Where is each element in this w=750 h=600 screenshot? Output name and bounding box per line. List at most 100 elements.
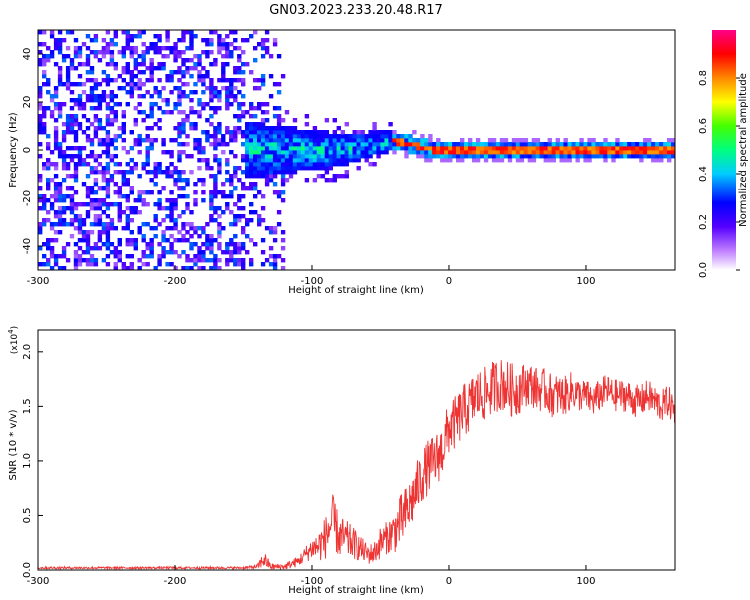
heatmap-cell [249,238,254,243]
heatmap-cell [101,230,107,235]
heatmap-cell [133,118,138,123]
heatmap-cell [89,206,95,211]
heatmap-cell [205,222,210,227]
heatmap-cell [420,154,425,159]
heatmap-cell [105,30,111,35]
heatmap-cell [225,106,230,111]
heatmap-cell [241,154,246,159]
heatmap-cell [300,158,306,163]
heatmap-cell [53,90,59,95]
heatmap-cell [229,178,234,183]
heatmap-cell [109,110,115,115]
heatmap-cell [49,226,55,231]
heatmap-cell [440,142,445,147]
heatmap-cell [249,106,254,111]
heatmap-cell [225,62,230,67]
heatmap-cell [209,258,214,263]
heatmap-cell [217,98,222,103]
heatmap-cell [491,146,497,151]
heatmap-cell [129,146,134,151]
heatmap-cell [169,202,174,207]
heatmap-cell [85,258,91,263]
heatmap-cell [352,134,357,139]
heatmap-cell [571,150,576,155]
heatmap-y-tick-label: 0 [22,147,33,153]
heatmap-cell [205,134,210,139]
heatmap-cell [253,78,258,83]
heatmap-cell [336,138,341,143]
heatmap-cell [38,86,43,91]
heatmap-cell [487,138,493,143]
heatmap-cell [260,142,266,147]
heatmap-cell [340,138,345,143]
heatmap-cell [671,154,676,159]
heatmap-cell [253,158,258,163]
heatmap-cell [428,158,433,163]
heatmap-cell [97,82,103,87]
heatmap-cell [340,134,345,139]
heatmap-cell [308,130,314,135]
heatmap-cell [316,154,322,159]
heatmap-cell [193,142,198,147]
heatmap-cell [109,250,115,255]
heatmap-cell [241,230,246,235]
heatmap-cell [479,146,485,151]
heatmap-cell [177,238,182,243]
heatmap-cell [85,134,91,139]
heatmap-cell [280,138,286,143]
heatmap-cell [197,102,202,107]
heatmap-cell [149,66,154,71]
heatmap-cell [659,158,664,163]
heatmap-cell [663,154,668,159]
heatmap-cell [65,222,71,227]
heatmap-cell [328,138,333,143]
heatmap-cell [340,162,345,167]
heatmap-cell [376,142,381,147]
heatmap-cell [213,58,218,63]
heatmap-cell [105,238,111,243]
heatmap-cell [181,50,186,55]
heatmap-cell [241,110,246,115]
heatmap-cell [205,242,210,247]
heatmap-cell [225,90,230,95]
heatmap-cell [523,142,529,147]
heatmap-cell [579,142,584,147]
heatmap-cell [125,30,130,35]
heatmap-cell [408,134,413,139]
heatmap-cell [57,190,63,195]
heatmap-cell [503,142,509,147]
heatmap-cell [280,230,286,235]
heatmap-cell [288,126,294,131]
heatmap-cell [185,66,190,71]
heatmap-cell [328,178,333,183]
heatmap-cell [53,106,59,111]
heatmap-cell [185,70,190,75]
heatmap-cell [292,118,298,123]
heatmap-cell [205,118,210,123]
heatmap-cell [85,242,91,247]
heatmap-cell [73,50,79,55]
heatmap-cell [53,210,59,215]
colorbar-tick-label: 0.6 [698,118,709,134]
heatmap-cell [221,46,226,51]
heatmap-cell [376,130,381,135]
heatmap-cell [268,94,274,99]
heatmap-cell [42,42,47,47]
heatmap-cell [193,190,198,195]
heatmap-cell [77,238,83,243]
heatmap-cell [201,254,206,259]
heatmap-cell [38,262,43,267]
heatmap-cell [324,170,330,175]
heatmap-cell [49,194,55,199]
heatmap-cell [53,238,59,243]
heatmap-cell [121,182,126,187]
heatmap-cell [555,142,560,147]
heatmap-cell [531,142,537,147]
heatmap-cell [296,134,302,139]
heatmap-cell [157,94,162,99]
snr-x-tick-label: -100 [301,576,324,587]
heatmap-cell [591,154,596,159]
heatmap-cell [249,166,254,171]
heatmap-cell [268,254,274,259]
heatmap-cell [308,166,314,171]
